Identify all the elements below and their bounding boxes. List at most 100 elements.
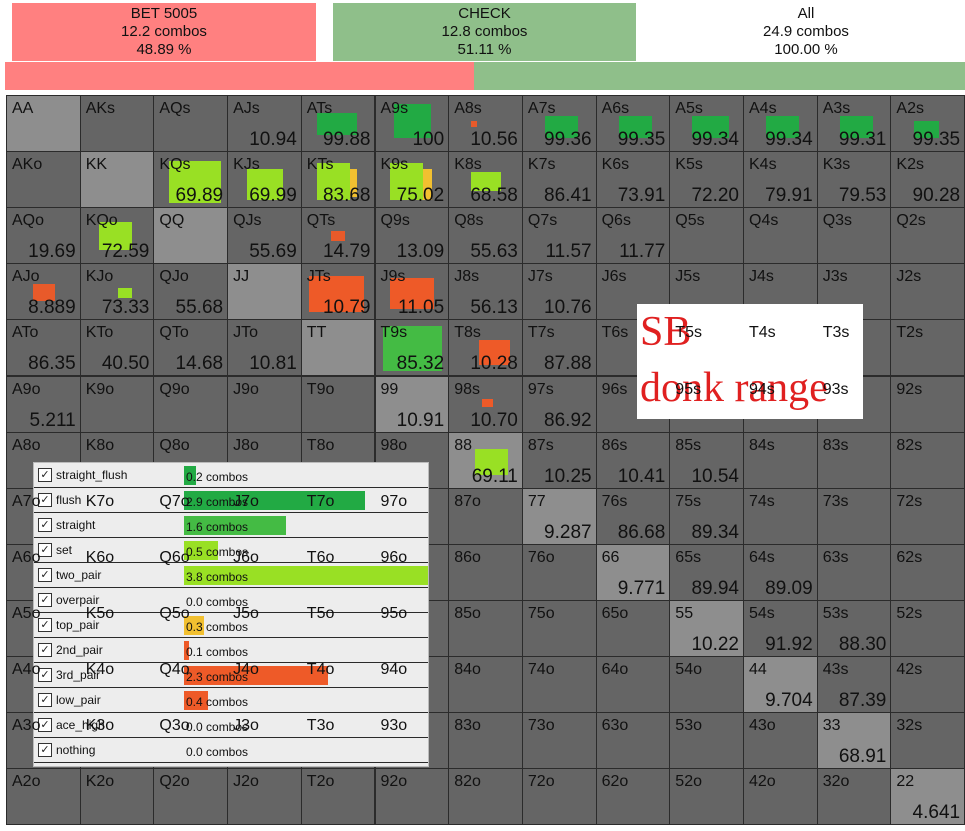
hand-cell-Q9o[interactable]: Q9o — [153, 375, 229, 433]
hand-cell-Q8s[interactable]: Q8s 55.63 — [448, 207, 523, 265]
hand-cell-K6s[interactable]: K6s 73.91 — [595, 151, 671, 209]
hand-cell-AKo[interactable]: AKo — [6, 151, 81, 209]
hand-cell-Q2s[interactable]: Q2s — [890, 207, 965, 265]
hand-cell-92s[interactable]: 92s — [890, 375, 965, 433]
hand-cell-66[interactable]: 66 9.771 — [595, 543, 671, 601]
hand-cell-JTo[interactable]: JTo 10.81 — [227, 319, 302, 377]
hand-cell-AKs[interactable]: AKs — [79, 95, 155, 153]
hand-cell-K3s[interactable]: K3s 79.53 — [816, 151, 892, 209]
hand-cell-QTs[interactable]: QTs 14.79 — [300, 207, 376, 265]
legend-checkbox[interactable]: ✓ — [38, 743, 52, 757]
all-action-panel[interactable]: All 24.9 combos 100.00 % — [653, 3, 959, 61]
hand-cell-72o[interactable]: 72o — [521, 768, 597, 826]
hand-cell-Q4s[interactable]: Q4s — [743, 207, 818, 265]
hand-cell-A8s[interactable]: A8s 10.56 — [448, 95, 523, 153]
hand-cell-J2o[interactable]: J2o — [227, 768, 302, 826]
hand-cell-KQo[interactable]: KQo 72.59 — [79, 207, 155, 265]
hand-cell-Q5s[interactable]: Q5s — [669, 207, 744, 265]
hand-cell-K8s[interactable]: K8s 68.58 — [448, 151, 523, 209]
hand-cell-AA[interactable]: AA — [6, 95, 81, 153]
hand-cell-62s[interactable]: 62s — [890, 543, 965, 601]
hand-cell-97s[interactable]: 97s 86.92 — [521, 375, 597, 433]
hand-cell-J9o[interactable]: J9o — [227, 375, 302, 433]
hand-cell-J7s[interactable]: J7s 10.76 — [521, 263, 597, 321]
hand-cell-QTo[interactable]: QTo 14.68 — [153, 319, 229, 377]
hand-cell-86s[interactable]: 86s 10.41 — [595, 431, 671, 489]
hand-cell-65o[interactable]: 65o — [595, 599, 671, 657]
hand-cell-44[interactable]: 44 9.704 — [743, 656, 818, 714]
hand-cell-82o[interactable]: 82o — [448, 768, 523, 826]
hand-cell-A3s[interactable]: A3s 99.31 — [816, 95, 892, 153]
hand-cell-T9s[interactable]: T9s 85.32 — [374, 319, 450, 377]
hand-cell-55[interactable]: 55 10.22 — [669, 599, 744, 657]
hand-cell-99[interactable]: 99 10.91 — [374, 375, 450, 433]
hand-cell-K9s[interactable]: K9s 75.02 — [374, 151, 450, 209]
hand-cell-74s[interactable]: 74s — [743, 487, 818, 545]
hand-cell-73s[interactable]: 73s — [816, 487, 892, 545]
hand-cell-84o[interactable]: 84o — [448, 656, 523, 714]
hand-cell-A9o[interactable]: A9o 5.211 — [6, 375, 81, 433]
hand-cell-KJo[interactable]: KJo 73.33 — [79, 263, 155, 321]
hand-cell-KTo[interactable]: KTo 40.50 — [79, 319, 155, 377]
legend-checkbox[interactable]: ✓ — [38, 518, 52, 532]
hand-cell-64s[interactable]: 64s 89.09 — [743, 543, 818, 601]
hand-cell-87s[interactable]: 87s 10.25 — [521, 431, 597, 489]
hand-cell-64o[interactable]: 64o — [595, 656, 671, 714]
legend-checkbox[interactable]: ✓ — [38, 468, 52, 482]
hand-cell-77[interactable]: 77 9.287 — [521, 487, 597, 545]
hand-cell-KK[interactable]: KK — [79, 151, 155, 209]
hand-cell-K4s[interactable]: K4s 79.91 — [743, 151, 818, 209]
hand-cell-K2o[interactable]: K2o — [79, 768, 155, 826]
hand-cell-74o[interactable]: 74o — [521, 656, 597, 714]
hand-cell-ATo[interactable]: ATo 86.35 — [6, 319, 81, 377]
hand-cell-T7s[interactable]: T7s 87.88 — [521, 319, 597, 377]
hand-cell-KTs[interactable]: KTs 83.68 — [300, 151, 376, 209]
hand-cell-62o[interactable]: 62o — [595, 768, 671, 826]
bet-action-panel[interactable]: BET 5005 12.2 combos 48.89 % — [12, 3, 316, 61]
hand-cell-T8s[interactable]: T8s 10.28 — [448, 319, 523, 377]
hand-cell-42s[interactable]: 42s — [890, 656, 965, 714]
hand-cell-52o[interactable]: 52o — [669, 768, 744, 826]
hand-cell-63o[interactable]: 63o — [595, 712, 671, 770]
hand-cell-K9o[interactable]: K9o — [79, 375, 155, 433]
hand-cell-A2s[interactable]: A2s 99.35 — [890, 95, 965, 153]
hand-cell-33[interactable]: 33 68.91 — [816, 712, 892, 770]
legend-checkbox[interactable]: ✓ — [38, 718, 52, 732]
hand-cell-43o[interactable]: 43o — [743, 712, 818, 770]
hand-cell-ATs[interactable]: ATs 99.88 — [300, 95, 376, 153]
hand-cell-83s[interactable]: 83s — [816, 431, 892, 489]
hand-cell-AQo[interactable]: AQo 19.69 — [6, 207, 81, 265]
hand-cell-76o[interactable]: 76o — [521, 543, 597, 601]
hand-cell-87o[interactable]: 87o — [448, 487, 523, 545]
hand-cell-T2s[interactable]: T2s — [890, 319, 965, 377]
hand-cell-32s[interactable]: 32s — [890, 712, 965, 770]
hand-cell-KJs[interactable]: KJs 69.99 — [227, 151, 302, 209]
hand-cell-AQs[interactable]: AQs — [153, 95, 229, 153]
hand-cell-A2o[interactable]: A2o — [6, 768, 81, 826]
hand-cell-A4s[interactable]: A4s 99.34 — [743, 95, 818, 153]
hand-cell-52s[interactable]: 52s — [890, 599, 965, 657]
hand-cell-43s[interactable]: 43s 87.39 — [816, 656, 892, 714]
hand-cell-K7s[interactable]: K7s 86.41 — [521, 151, 597, 209]
hand-cell-63s[interactable]: 63s — [816, 543, 892, 601]
hand-cell-85o[interactable]: 85o — [448, 599, 523, 657]
hand-cell-Q2o[interactable]: Q2o — [153, 768, 229, 826]
hand-cell-TT[interactable]: TT — [300, 319, 376, 377]
hand-cell-J2s[interactable]: J2s — [890, 263, 965, 321]
hand-cell-A5s[interactable]: A5s 99.34 — [669, 95, 744, 153]
legend-checkbox[interactable]: ✓ — [38, 618, 52, 632]
hand-cell-QJo[interactable]: QJo 55.68 — [153, 263, 229, 321]
legend-checkbox[interactable]: ✓ — [38, 643, 52, 657]
hand-cell-A7s[interactable]: A7s 99.36 — [521, 95, 597, 153]
hand-cell-53s[interactable]: 53s 88.30 — [816, 599, 892, 657]
hand-cell-T9o[interactable]: T9o — [300, 375, 376, 433]
hand-cell-54s[interactable]: 54s 91.92 — [743, 599, 818, 657]
hand-cell-JTs[interactable]: JTs 10.79 — [300, 263, 376, 321]
hand-cell-AJs[interactable]: AJs 10.94 — [227, 95, 302, 153]
hand-cell-84s[interactable]: 84s — [743, 431, 818, 489]
check-action-panel[interactable]: CHECK 12.8 combos 51.11 % — [333, 3, 636, 61]
hand-cell-QQ[interactable]: QQ — [153, 207, 229, 265]
hand-cell-75s[interactable]: 75s 89.34 — [669, 487, 744, 545]
hand-cell-32o[interactable]: 32o — [816, 768, 892, 826]
hand-cell-QJs[interactable]: QJs 55.69 — [227, 207, 302, 265]
